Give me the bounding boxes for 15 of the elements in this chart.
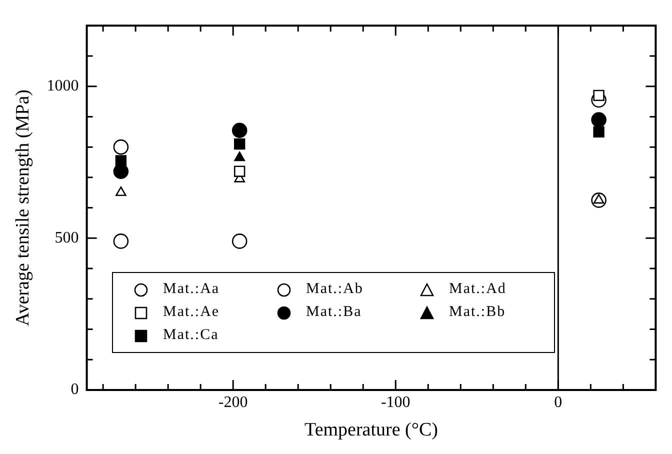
x-tick-label: 0	[554, 394, 562, 411]
legend-label: Mat.:Ba	[306, 304, 362, 321]
y-tick-label: 0	[70, 381, 79, 398]
x-tick-label: -200	[218, 394, 248, 411]
x-axis-title: Temperature (°C)	[304, 420, 438, 441]
legend-label: Mat.:Ae	[163, 304, 220, 321]
x-tick-label: -100	[380, 394, 410, 411]
y-tick-label: 500	[54, 229, 79, 246]
legend-label: Mat.:Ca	[163, 327, 219, 344]
y-tick-label: 1000	[46, 78, 79, 95]
legend-label: Mat.:Bb	[449, 304, 506, 321]
legend-label: Mat.:Aa	[163, 281, 220, 298]
y-axis-title: Average tensile strength (MPa)	[12, 90, 34, 326]
legend-label: Mat.:Ab	[306, 281, 364, 298]
legend-label: Mat.:Ad	[449, 281, 506, 298]
